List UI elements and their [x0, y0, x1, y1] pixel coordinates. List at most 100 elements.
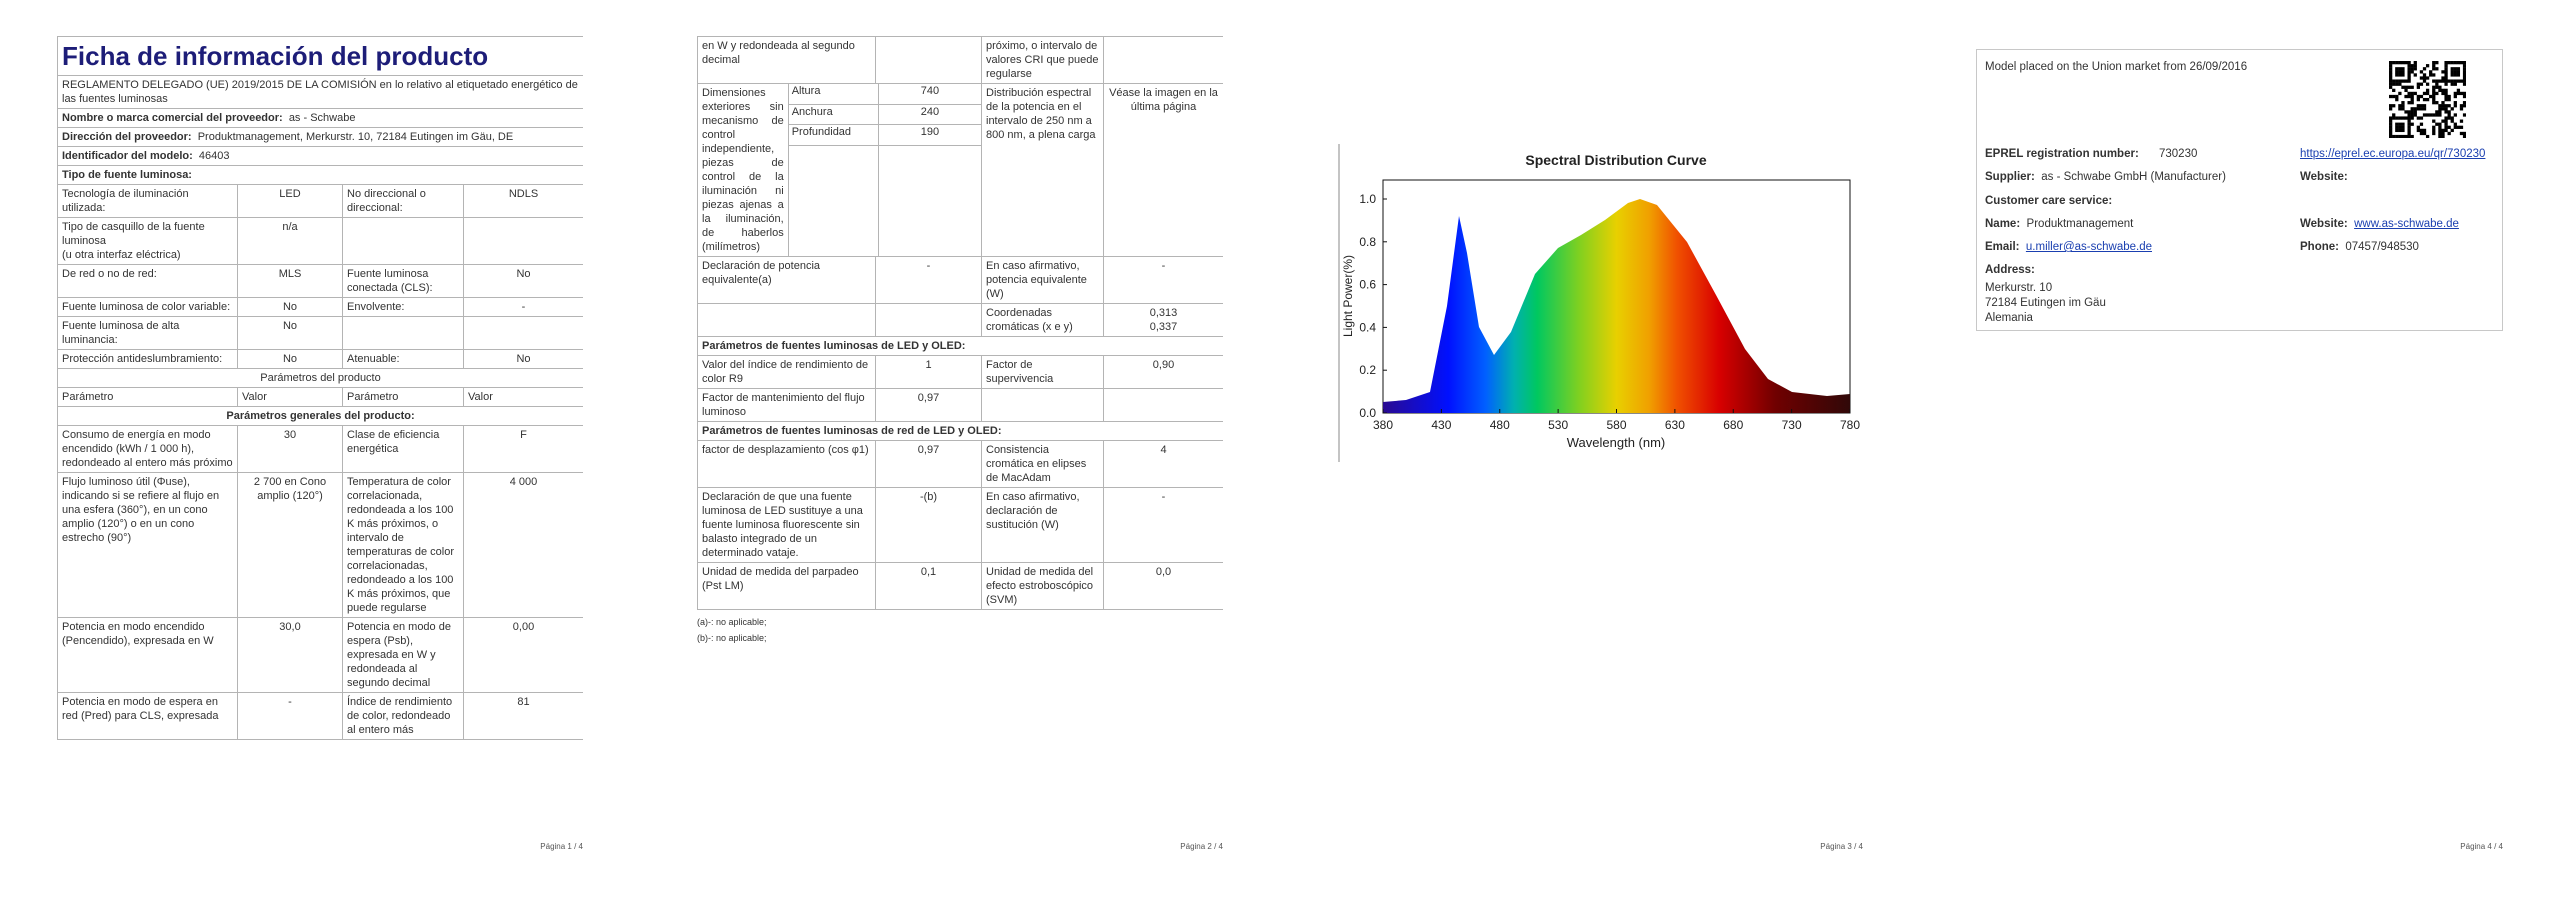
qr-module — [2438, 128, 2442, 133]
table-row: Dimensiones exteriores sin mecanismo de … — [698, 84, 981, 253]
qr-module — [2438, 88, 2442, 92]
qr-module — [2419, 131, 2424, 136]
table-cell: De red o no de red: — [57, 264, 238, 298]
dimension-value: 190 — [877, 124, 981, 146]
qr-module — [2398, 67, 2402, 71]
field-value: Produktmanagement, Merkurstr. 10, 72184 … — [197, 131, 514, 143]
qr-module — [2459, 91, 2464, 96]
y-tick-label: 1.0 — [1359, 192, 1376, 206]
qr-module — [2407, 131, 2411, 136]
table-cell: 0,0 — [1103, 562, 1223, 610]
qr-module — [2401, 101, 2405, 105]
table-row: Unidad de medida del parpadeo (Pst LM) 0,… — [697, 562, 1223, 610]
section-heading: Parámetros del producto — [57, 368, 583, 388]
qr-code[interactable] — [2389, 61, 2466, 138]
distribution-value: Véase la imagen en la última página — [1103, 83, 1223, 257]
field-value: 07457/948530 — [2345, 241, 2419, 253]
qr-module — [2444, 61, 2448, 65]
table-row: Coordenadas cromáticas (x e y) 0,313 0,337 — [697, 303, 1223, 337]
qr-module — [2395, 70, 2399, 74]
page-footer: Página 3 / 4 — [1820, 842, 1863, 851]
footnote: (b)-: no aplicable; — [697, 633, 767, 643]
qr-module — [2416, 82, 2420, 86]
table-cell: No — [462, 264, 583, 298]
qr-module — [2419, 104, 2424, 108]
qr-module — [2413, 110, 2417, 114]
qr-module — [2407, 79, 2411, 83]
qr-module — [2404, 110, 2408, 114]
section-heading: Parámetros de fuentes luminosas de LED y… — [697, 336, 1223, 356]
field-value: 730230 — [2159, 148, 2198, 160]
field-label: Nombre o marca comercial del proveedor: — [62, 112, 283, 124]
table-cell: 4 000 — [462, 472, 583, 618]
qr-module — [2401, 67, 2405, 71]
table-cell: 30 — [237, 425, 343, 473]
qr-module — [2410, 67, 2414, 71]
qr-module — [2450, 119, 2454, 123]
qr-module — [2429, 113, 2433, 117]
qr-module — [2462, 91, 2466, 96]
table-cell: Consistencia cromática en elipses de Mac… — [981, 440, 1104, 488]
table-row: Fuente luminosa de alta luminancia: No — [57, 316, 583, 350]
website-link[interactable]: www.as-schwabe.de — [2354, 218, 2459, 230]
table-row: Nombre o marca comercial del proveedor: … — [57, 108, 583, 128]
table-cell: n/a — [237, 217, 343, 265]
qr-module — [2389, 94, 2393, 99]
qr-module — [2401, 79, 2405, 83]
qr-module — [2444, 116, 2448, 120]
address-line: Merkurstr. 10 — [1985, 282, 2053, 294]
qr-module — [2444, 107, 2448, 111]
qr-module — [2407, 110, 2411, 114]
qr-module — [2432, 125, 2436, 129]
table-cell: - — [462, 297, 583, 317]
qr-module — [2416, 97, 2420, 102]
qr-module — [2435, 61, 2439, 65]
qr-module — [2447, 94, 2451, 99]
qr-module — [2444, 73, 2448, 77]
table-cell: - — [1103, 487, 1223, 563]
y-tick-label: 0.8 — [1359, 235, 1376, 249]
qr-module — [2389, 67, 2393, 71]
table-cell: 0,97 — [875, 440, 982, 488]
table-row — [698, 145, 981, 256]
qr-module — [2419, 107, 2424, 111]
table-row: Factor de mantenimiento del flujo lumino… — [697, 388, 1223, 422]
qr-module — [2401, 61, 2405, 65]
qr-module — [2389, 125, 2393, 129]
qr-module — [2441, 101, 2445, 105]
qr-module — [2416, 107, 2420, 111]
table-cell: Tecnología de iluminación utilizada: — [57, 184, 238, 218]
qr-module — [2422, 67, 2427, 71]
page-footer: Página 2 / 4 — [1180, 842, 1223, 851]
qr-module — [2401, 125, 2405, 129]
column-header: Parámetro — [342, 387, 464, 407]
y-tick-label: 0.4 — [1359, 320, 1376, 334]
qr-module — [2389, 79, 2393, 83]
x-tick-label: 480 — [1490, 418, 1510, 432]
qr-module — [2422, 104, 2427, 108]
qr-module — [2444, 82, 2448, 86]
dimension-value: 740 — [877, 84, 981, 105]
qr-module — [2438, 107, 2442, 111]
qr-module — [2453, 101, 2457, 105]
x-tick-label: 530 — [1548, 418, 1568, 432]
qr-module — [2404, 116, 2408, 120]
qr-module — [2441, 119, 2445, 123]
qr-module — [2453, 122, 2457, 126]
table-row: Parámetros de fuentes luminosas de LED y… — [697, 336, 1223, 356]
qr-module — [2444, 119, 2448, 123]
qr-module — [2459, 107, 2464, 111]
qr-module — [2422, 91, 2427, 96]
qr-module — [2407, 85, 2411, 89]
qr-module — [2404, 94, 2408, 99]
table-row: Parámetros generales del producto: — [57, 406, 583, 426]
eprel-link[interactable]: https://eprel.ec.europa.eu/qr/730230 — [2300, 148, 2486, 160]
qr-module — [2398, 61, 2402, 65]
table-row: Tipo de fuente luminosa: — [57, 165, 583, 185]
email-link[interactable]: u.miller@as-schwabe.de — [2025, 241, 2152, 253]
x-tick-label: 730 — [1782, 418, 1802, 432]
table-body: Dimensiones exteriores sin mecanismo de … — [698, 84, 981, 256]
qr-module — [2389, 116, 2393, 120]
qr-module — [2422, 113, 2427, 117]
qr-module — [2422, 79, 2427, 83]
